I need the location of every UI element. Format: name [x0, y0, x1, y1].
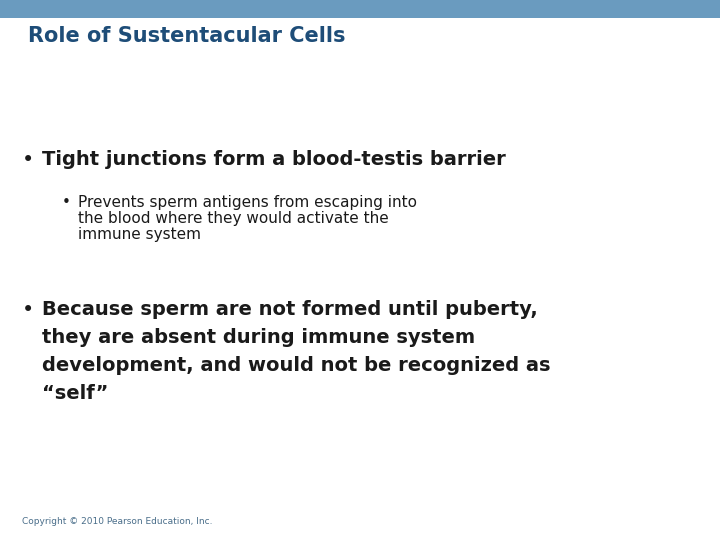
Text: Copyright © 2010 Pearson Education, Inc.: Copyright © 2010 Pearson Education, Inc.	[22, 517, 212, 526]
Text: •: •	[22, 300, 35, 320]
Text: Role of Sustentacular Cells: Role of Sustentacular Cells	[28, 26, 346, 46]
Text: •: •	[22, 150, 35, 170]
Text: Prevents sperm antigens from escaping into: Prevents sperm antigens from escaping in…	[78, 195, 417, 210]
Text: the blood where they would activate the: the blood where they would activate the	[78, 211, 389, 226]
Text: Tight junctions form a blood-testis barrier: Tight junctions form a blood-testis barr…	[42, 150, 505, 169]
Text: •: •	[62, 195, 71, 210]
Text: development, and would not be recognized as: development, and would not be recognized…	[42, 356, 551, 375]
Text: immune system: immune system	[78, 227, 201, 242]
Text: “self”: “self”	[42, 384, 109, 403]
FancyBboxPatch shape	[0, 0, 720, 18]
Text: they are absent during immune system: they are absent during immune system	[42, 328, 475, 347]
Text: Because sperm are not formed until puberty,: Because sperm are not formed until puber…	[42, 300, 538, 319]
